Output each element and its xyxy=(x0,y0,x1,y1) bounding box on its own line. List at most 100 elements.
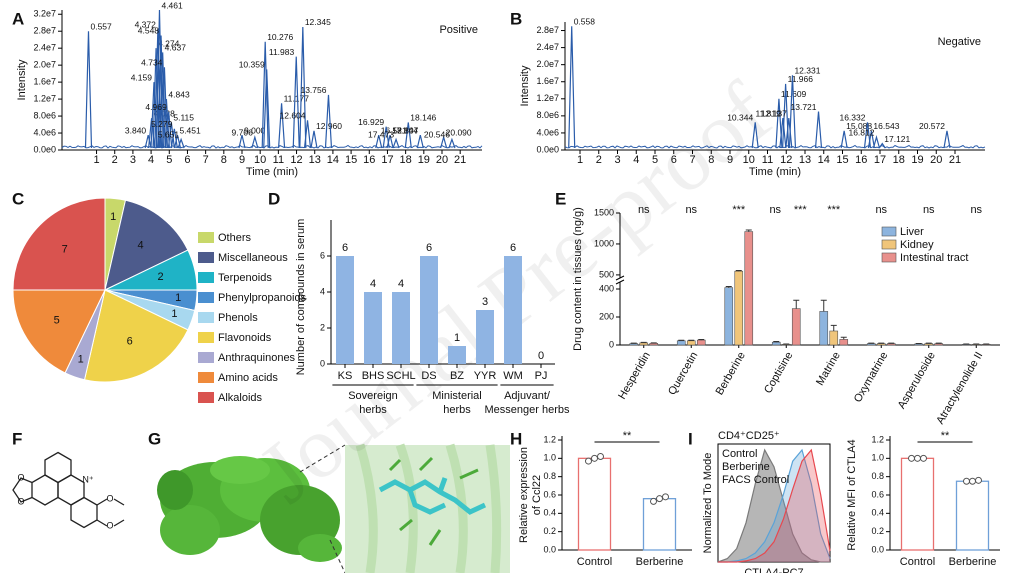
x-tick-label: 12 xyxy=(290,154,302,166)
peak xyxy=(814,111,823,149)
bar xyxy=(642,498,677,551)
peak xyxy=(416,135,424,149)
y-tick-label: 0.6 xyxy=(543,489,556,499)
y-tick-label: 1.2e7 xyxy=(536,93,559,103)
panel-label: E xyxy=(555,189,566,208)
panel-label: I xyxy=(688,429,693,448)
ionization-mode: Negative xyxy=(938,36,981,48)
bar xyxy=(476,310,494,364)
y-tick-label: 3.2e7 xyxy=(33,9,56,19)
peak-label: 16.929 xyxy=(358,117,384,127)
x-tick-label: BZ xyxy=(450,370,464,382)
error-bar xyxy=(725,285,732,288)
legend-label: Others xyxy=(218,232,252,244)
panel-label: F xyxy=(12,429,22,448)
bar xyxy=(392,292,410,364)
pie-slice xyxy=(83,289,189,383)
x-tick-label: 1 xyxy=(93,154,99,166)
legend-label: FACS Control xyxy=(722,474,789,486)
x-tick-label: 19 xyxy=(911,154,923,166)
value-label: 1 xyxy=(454,332,460,344)
y-axis-label: Relative MFI of CTLA4 xyxy=(846,439,858,550)
slice-label: 2 xyxy=(158,271,164,283)
peak xyxy=(779,117,787,149)
x-tick-label: Control xyxy=(577,556,612,568)
peak-label: 12.960 xyxy=(316,121,342,131)
bar xyxy=(829,330,839,346)
peak xyxy=(152,48,160,149)
x-tick-label: 3 xyxy=(130,154,136,166)
value-label: 6 xyxy=(510,242,516,254)
bar xyxy=(420,256,438,364)
peak-label: 13.756 xyxy=(300,85,326,95)
data-point xyxy=(969,477,976,485)
error-bar xyxy=(640,341,647,343)
significance: ns xyxy=(923,204,935,216)
legend-label: Intestinal tract xyxy=(900,252,968,264)
x-tick-label: 16 xyxy=(855,154,867,166)
bar xyxy=(649,343,659,346)
data-point xyxy=(656,495,663,503)
error-bar xyxy=(735,269,742,272)
legend-label: Liver xyxy=(900,226,924,238)
binding-site-view xyxy=(299,443,510,573)
pie-slice xyxy=(104,199,189,291)
error-bar xyxy=(830,324,837,331)
peak-label: 0.557 xyxy=(90,21,112,31)
peak-label: 4.637 xyxy=(165,43,187,53)
histogram-fill xyxy=(718,450,830,562)
legend-swatch xyxy=(198,352,214,363)
peak xyxy=(299,26,307,149)
x-tick-label: 13 xyxy=(799,154,811,166)
value-label: 6 xyxy=(342,242,348,254)
y-tick-label: 0.4 xyxy=(871,508,884,518)
peak xyxy=(310,130,318,149)
peak-label: 16.332 xyxy=(839,113,865,123)
y-tick-label: 4.0e6 xyxy=(33,127,56,137)
peak-label: 12.345 xyxy=(305,17,331,27)
peak-label: 20.090 xyxy=(446,128,472,138)
peak xyxy=(375,135,383,149)
y-tick-label: 2.4e7 xyxy=(536,42,559,52)
error-bar xyxy=(688,339,695,341)
bar xyxy=(955,480,990,551)
y-tick-label: 0.0e0 xyxy=(33,144,56,154)
y-tick-label: 0.8 xyxy=(871,471,884,481)
peak-label: 12.604 xyxy=(280,111,306,121)
significance: ns xyxy=(970,204,982,216)
peak-label: 9.706 xyxy=(232,128,254,138)
y-tick-label: 0.4 xyxy=(543,508,556,518)
significance: *** xyxy=(827,204,841,216)
peak xyxy=(448,137,456,149)
bar xyxy=(686,340,696,346)
y-tick-label: 1.2 xyxy=(871,434,884,444)
y-tick-label: 4.0e6 xyxy=(536,127,559,137)
group-label: Sovereign xyxy=(348,390,398,402)
x-tick-label: 15 xyxy=(345,154,357,166)
bar xyxy=(448,346,466,364)
peak-label: 4.548 xyxy=(138,26,160,36)
bar xyxy=(900,457,935,551)
x-tick-label: 14 xyxy=(818,154,830,166)
panel-label: G xyxy=(148,429,161,448)
legend-swatch xyxy=(198,392,214,403)
legend-label: Alkaloids xyxy=(218,392,263,404)
data-point xyxy=(591,454,598,462)
legend-label: Berberine xyxy=(722,461,770,473)
bar xyxy=(639,342,649,346)
x-tick-label: 9 xyxy=(727,154,733,166)
histogram-line xyxy=(718,448,831,563)
atom-label: O xyxy=(17,472,24,482)
x-tick-label: 10 xyxy=(743,154,755,166)
y-tick-label: 1.0 xyxy=(871,453,884,463)
bar xyxy=(696,339,706,346)
peak-label: 5.451 xyxy=(179,125,201,135)
x-tick-label: SCHL xyxy=(386,370,415,382)
data-point xyxy=(914,454,921,462)
peak xyxy=(440,135,448,149)
legend-label: Anthraquinones xyxy=(218,352,296,364)
legend-swatch xyxy=(198,232,214,243)
x-tick-label: 21 xyxy=(949,154,961,166)
legend-label: Control xyxy=(722,448,757,460)
bar xyxy=(839,339,849,346)
